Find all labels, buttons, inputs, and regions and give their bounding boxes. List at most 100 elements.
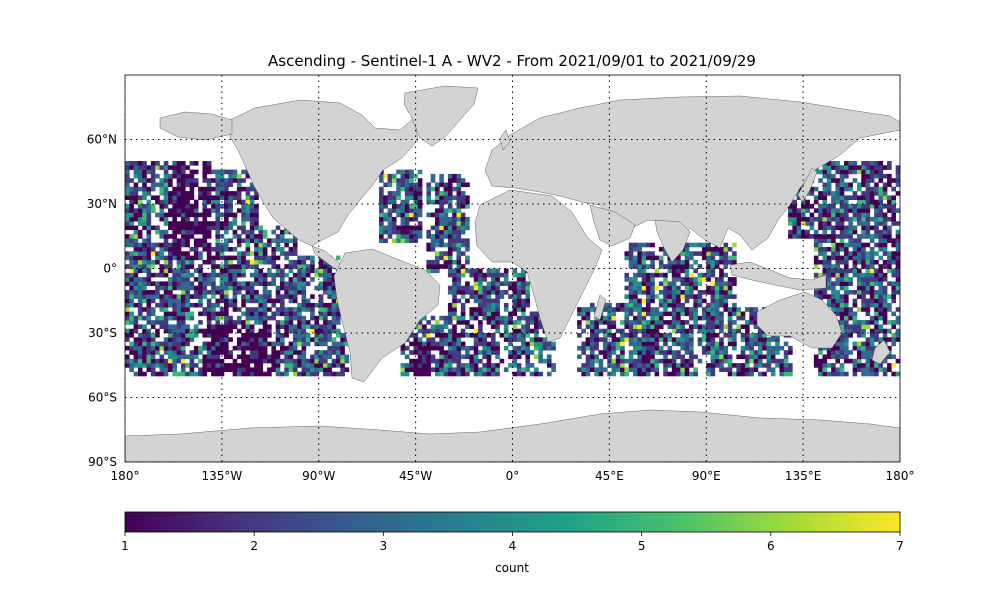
count-cell bbox=[219, 225, 225, 231]
count-cell bbox=[137, 195, 143, 200]
count-cell bbox=[628, 255, 634, 261]
count-cell bbox=[271, 259, 276, 265]
count-cell bbox=[882, 337, 888, 342]
count-cell bbox=[826, 178, 832, 183]
count-cell bbox=[658, 358, 664, 364]
count-cell bbox=[168, 195, 173, 200]
count-cell bbox=[611, 341, 617, 347]
count-cell bbox=[387, 229, 393, 235]
count-cell bbox=[150, 290, 156, 295]
count-cell bbox=[426, 212, 431, 218]
count-cell bbox=[869, 161, 875, 166]
count-cell bbox=[891, 178, 896, 183]
count-cell bbox=[280, 371, 285, 377]
count-cell bbox=[137, 208, 143, 213]
count-cell bbox=[159, 307, 165, 312]
count-cell bbox=[137, 371, 143, 377]
count-cell bbox=[189, 225, 195, 231]
count-cell bbox=[443, 234, 449, 239]
count-cell bbox=[607, 371, 612, 377]
count-cell bbox=[271, 358, 276, 364]
count-cell bbox=[163, 182, 169, 188]
count-cell bbox=[379, 195, 384, 200]
count-cell bbox=[219, 311, 225, 317]
count-cell bbox=[262, 333, 268, 338]
count-cell bbox=[168, 259, 173, 265]
count-cell bbox=[865, 259, 871, 265]
count-cell bbox=[249, 307, 255, 312]
count-cell bbox=[719, 259, 724, 265]
count-cell bbox=[620, 307, 625, 312]
count-cell bbox=[839, 367, 845, 372]
count-cell bbox=[241, 371, 246, 377]
count-cell bbox=[654, 358, 660, 364]
count-cell bbox=[887, 302, 892, 308]
count-cell bbox=[202, 173, 208, 179]
count-cell bbox=[245, 371, 251, 377]
count-cell bbox=[844, 212, 849, 218]
count-cell bbox=[447, 242, 453, 248]
count-cell bbox=[822, 186, 828, 192]
count-cell bbox=[856, 363, 862, 368]
count-cell bbox=[689, 354, 694, 360]
count-cell bbox=[137, 341, 143, 347]
count-cell bbox=[245, 363, 251, 368]
count-cell bbox=[482, 354, 487, 360]
count-cell bbox=[757, 333, 763, 338]
count-cell bbox=[327, 277, 332, 282]
count-cell bbox=[146, 367, 152, 372]
count-cell bbox=[241, 229, 246, 235]
count-cell bbox=[590, 363, 595, 368]
count-cell bbox=[228, 277, 233, 282]
count-cell bbox=[732, 294, 737, 299]
count-cell bbox=[163, 268, 169, 274]
count-cell bbox=[310, 302, 315, 308]
count-cell bbox=[818, 195, 823, 200]
count-cell bbox=[340, 337, 345, 342]
count-cell bbox=[176, 221, 182, 226]
count-cell bbox=[254, 371, 259, 377]
count-cell bbox=[521, 302, 526, 308]
colorbar-tick-label: 2 bbox=[250, 539, 258, 553]
count-cell bbox=[874, 169, 879, 175]
count-cell bbox=[633, 247, 638, 252]
count-cell bbox=[641, 251, 647, 256]
count-cell bbox=[142, 247, 147, 252]
count-cell bbox=[818, 221, 823, 226]
count-cell bbox=[689, 272, 694, 278]
count-cell bbox=[142, 264, 147, 269]
count-cell bbox=[839, 315, 845, 321]
count-cell bbox=[168, 358, 173, 364]
continent-eurasia bbox=[484, 95, 900, 251]
count-cell bbox=[525, 290, 531, 295]
count-cell bbox=[654, 333, 660, 338]
count-cell bbox=[516, 371, 522, 377]
count-cell bbox=[254, 345, 259, 351]
count-cell bbox=[676, 337, 681, 342]
count-cell bbox=[874, 208, 879, 213]
count-cell bbox=[254, 221, 259, 226]
count-cell bbox=[137, 173, 143, 179]
count-cell bbox=[693, 367, 698, 372]
count-cell bbox=[163, 242, 169, 248]
count-cell bbox=[456, 264, 462, 269]
count-cell bbox=[861, 302, 866, 308]
count-cell bbox=[878, 208, 884, 213]
count-cell bbox=[215, 272, 221, 278]
count-cell bbox=[766, 345, 772, 351]
count-cell bbox=[835, 358, 841, 364]
count-cell bbox=[753, 363, 759, 368]
count-cell bbox=[305, 333, 311, 338]
count-cell bbox=[426, 363, 431, 368]
count-cell bbox=[887, 337, 892, 342]
count-cell bbox=[206, 277, 212, 282]
count-cell bbox=[435, 208, 440, 213]
count-cell bbox=[693, 354, 698, 360]
count-cell bbox=[861, 208, 866, 213]
count-cell bbox=[719, 247, 724, 252]
count-cell bbox=[525, 315, 531, 321]
count-cell bbox=[129, 277, 134, 282]
count-cell bbox=[719, 328, 724, 334]
count-cell bbox=[869, 341, 875, 347]
count-cell bbox=[887, 199, 892, 205]
